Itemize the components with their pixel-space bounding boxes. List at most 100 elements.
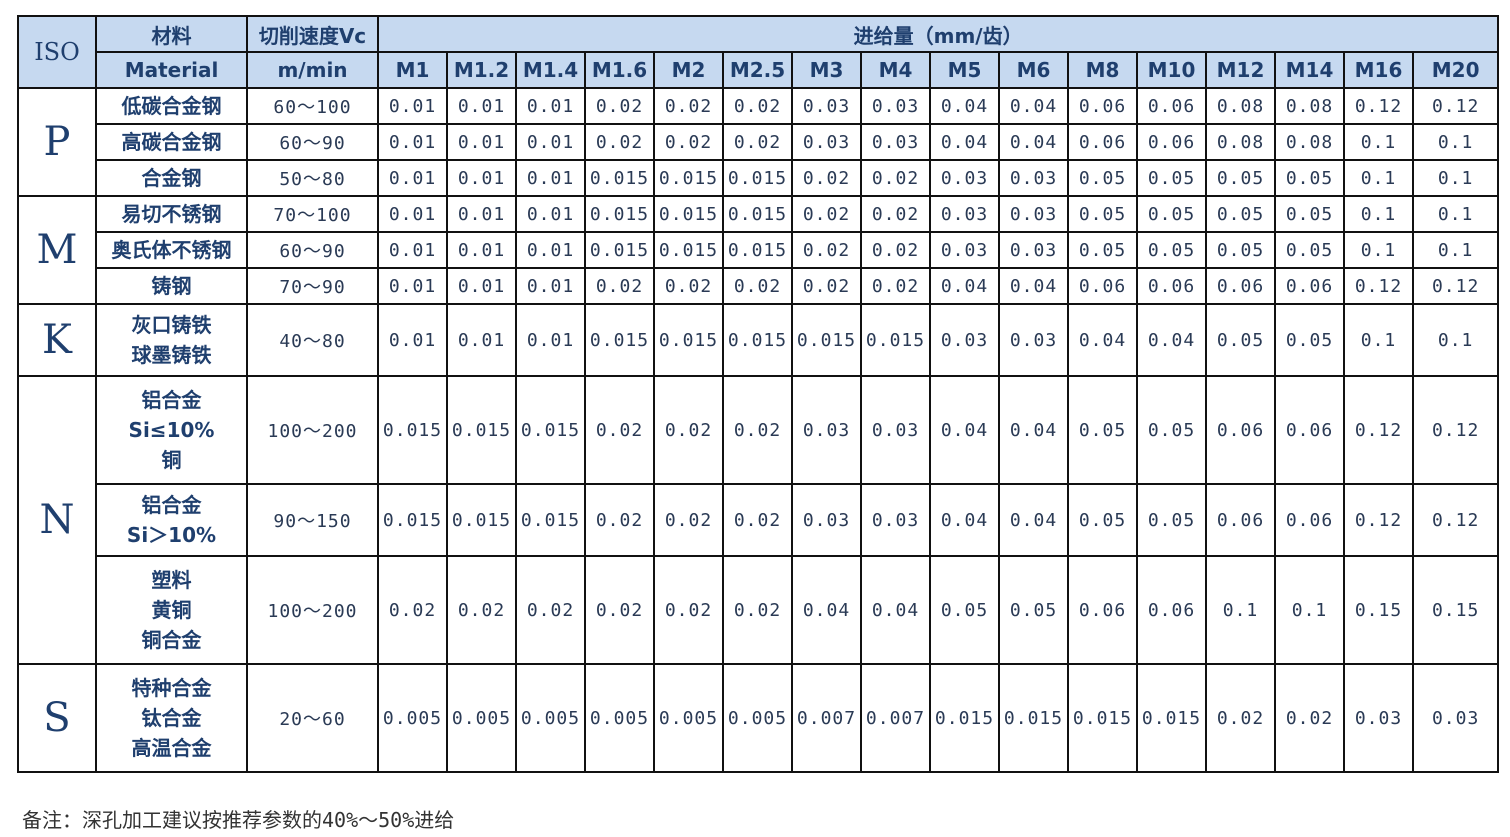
feed-cell: 0.02 [653, 555, 724, 665]
feed-cell: 0.02 [515, 555, 586, 665]
feed-cell: 0.06 [1274, 267, 1345, 305]
feed-cell: 0.015 [515, 483, 586, 557]
feed-cell: 0.02 [377, 555, 448, 665]
feed-cell: 0.05 [1274, 159, 1345, 197]
feed-cell: 0.15 [1411, 555, 1500, 665]
material-line: Si＞10% [126, 523, 217, 547]
feed-cell: 0.05 [1136, 483, 1207, 557]
feed-cell: 0.1 [1343, 159, 1414, 197]
material-line: 奥氏体不锈钢 [111, 238, 232, 262]
feed-cell: 0.02 [860, 159, 931, 197]
material-line: 铜合金 [141, 628, 202, 652]
feed-cell: 0.05 [1067, 483, 1138, 557]
feed-cell: 0.05 [1205, 231, 1276, 269]
feed-cell: 0.05 [1274, 231, 1345, 269]
data-row: M 易切不锈钢 70～100 0.01 0.01 0.01 0.015 0.015 0.015 0… [17, 195, 1500, 305]
speed-cell: 60～90 [246, 231, 379, 269]
feed-cell: 0.04 [929, 483, 1000, 557]
feed-cell: 0.01 [515, 195, 586, 233]
feed-cell: 0.02 [653, 123, 724, 161]
material-cell: 铝合金 Si≤10% 铜 [95, 375, 248, 485]
feed-cell: 0.015 [446, 375, 517, 485]
feed-cell: 0.08 [1205, 87, 1276, 125]
material-line: 黄铜 [151, 598, 192, 622]
feed-cell: 0.04 [1136, 303, 1207, 377]
feed-cell: 0.15 [1343, 555, 1414, 665]
feed-cell: 0.015 [515, 375, 586, 485]
feed-cell: 0.1 [1411, 123, 1500, 161]
feed-cell: 0.015 [1067, 663, 1138, 773]
speed-cell: 70～90 [246, 267, 379, 305]
feed-cell: 0.02 [722, 555, 793, 665]
feed-cell: 0.04 [929, 123, 1000, 161]
material-line: 铸钢 [151, 274, 192, 298]
feed-cell: 0.1 [1411, 195, 1500, 233]
feed-cell: 0.12 [1343, 87, 1414, 125]
feed-cell: 0.02 [722, 483, 793, 557]
header-cell: 材料 [95, 15, 248, 53]
feed-cell: 0.01 [446, 87, 517, 125]
feed-cell: 0.12 [1343, 483, 1414, 557]
feed-cell: 0.03 [1343, 663, 1414, 773]
feed-cell: 0.03 [860, 375, 931, 485]
feed-cell: 0.015 [377, 483, 448, 557]
material-cell: 塑料 黄铜 铜合金 [95, 555, 248, 665]
feed-cell: 0.015 [722, 231, 793, 269]
material-line: 钛合金 [141, 706, 202, 730]
speed-cell: 60～100 [246, 87, 379, 125]
feed-cell: 0.01 [515, 159, 586, 197]
feed-cell: 0.03 [929, 231, 1000, 269]
feed-cell: 0.08 [1205, 123, 1276, 161]
feed-cell: 0.05 [998, 555, 1069, 665]
material-cell: 灰口铸铁 球墨铸铁 [95, 303, 248, 377]
feed-cell: 0.015 [791, 303, 862, 377]
feed-cell: 0.01 [515, 87, 586, 125]
feed-cell: 0.01 [515, 231, 586, 269]
feed-cell: 0.01 [446, 159, 517, 197]
feed-cell: 0.1 [1343, 123, 1414, 161]
material-cell: 铝合金 Si＞10% [95, 483, 248, 557]
feed-cell: 0.02 [722, 87, 793, 125]
feed-cell: 0.05 [1205, 195, 1276, 233]
feed-cell: 0.03 [791, 483, 862, 557]
feed-cell: 0.06 [1067, 123, 1138, 161]
header-cell: M1.4 [515, 51, 586, 89]
header-cell: 切削速度Vc [246, 15, 379, 53]
feed-cell: 0.06 [1067, 87, 1138, 125]
data-row: 塑料 黄铜 铜合金 100～200 0.02 0.02 0.02 0.02 0.02 0.02 0.… [18, 555, 1500, 665]
speed-cell: 20～60 [246, 663, 379, 773]
material-line: 塑料 [151, 568, 192, 592]
note: 备注：深孔加工建议按推荐参数的40%～50%进给 [22, 808, 455, 832]
material-line: 高温合金 [131, 736, 212, 760]
data-row: 奥氏体不锈钢 60～90 0.01 0.01 0.01 0.015 0.015 0.015 0.… [18, 231, 1500, 269]
feed-cell: 0.02 [722, 123, 793, 161]
feed-cell: 0.02 [584, 483, 655, 557]
header-cell: M2 [653, 51, 724, 89]
feed-cell: 0.015 [584, 159, 655, 197]
material-line: 合金钢 [141, 166, 202, 190]
feed-cell: 0.08 [1274, 87, 1345, 125]
feed-cell: 0.015 [584, 303, 655, 377]
feed-cell: 0.06 [1136, 267, 1207, 305]
material-cell: 高碳合金钢 [95, 123, 248, 161]
feed-cell: 0.03 [998, 195, 1069, 233]
feed-cell: 0.04 [998, 267, 1069, 305]
feed-cell: 0.05 [1205, 303, 1276, 377]
material-cell: 合金钢 [95, 159, 248, 197]
feed-cell: 0.02 [653, 483, 724, 557]
feed-cell: 0.01 [377, 123, 448, 161]
feed-cell: 0.005 [446, 663, 517, 773]
feed-cell: 0.12 [1411, 375, 1500, 485]
header-cell: m/min [246, 51, 379, 89]
feed-cell: 0.005 [584, 663, 655, 773]
feed-cell: 0.1 [1205, 555, 1276, 665]
material-line: 易切不锈钢 [121, 202, 222, 226]
material-line: 铝合金 [141, 388, 202, 412]
feed-cell: 0.01 [446, 195, 517, 233]
feed-cell: 0.01 [446, 231, 517, 269]
feed-cell: 0.02 [860, 231, 931, 269]
iso-cell: S [17, 663, 97, 773]
feed-cell: 0.01 [377, 87, 448, 125]
header-cell: M14 [1274, 51, 1345, 89]
